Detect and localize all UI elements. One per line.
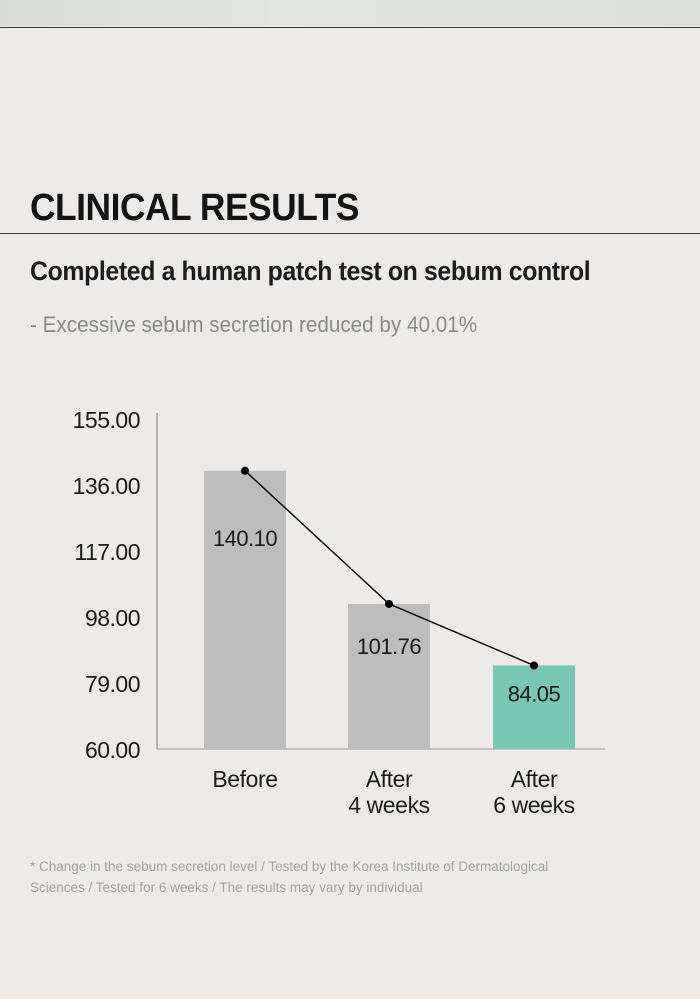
bar-value-label: 101.76 — [357, 634, 422, 659]
y-tick-label: 60.00 — [85, 737, 140, 763]
bar-value-label: 140.10 — [213, 526, 278, 551]
y-tick-label: 117.00 — [74, 539, 140, 565]
bar-value-label: 84.05 — [508, 681, 561, 706]
bar — [204, 470, 286, 749]
bar — [493, 665, 575, 749]
trend-point — [530, 661, 538, 670]
y-tick-label: 79.00 — [85, 671, 140, 697]
trend-point — [385, 599, 393, 608]
trend-point — [241, 466, 249, 475]
x-category-label: After 4 weeks — [348, 766, 430, 818]
y-tick-label: 98.00 — [85, 605, 140, 631]
title-divider — [0, 233, 700, 234]
y-tick-label: 136.00 — [73, 473, 140, 499]
y-tick-label: 155.00 — [73, 407, 140, 433]
bar — [348, 603, 430, 749]
top-divider — [0, 27, 700, 28]
x-category-label: After 6 weeks — [493, 766, 575, 818]
top-image-strip — [0, 0, 700, 26]
page-title: CLINICAL RESULTS — [30, 187, 359, 229]
result-tagline: - Excessive sebum secretion reduced by 4… — [30, 312, 478, 337]
page-subtitle: Completed a human patch test on sebum co… — [30, 256, 591, 286]
x-category-label: Before — [212, 766, 277, 792]
sebum-bar-chart: 60.00 79.00 98.00 117.00 136.00 155.00 140.10 1… — [73, 407, 605, 818]
footnote: * Change in the sebum secretion level / … — [30, 859, 549, 895]
